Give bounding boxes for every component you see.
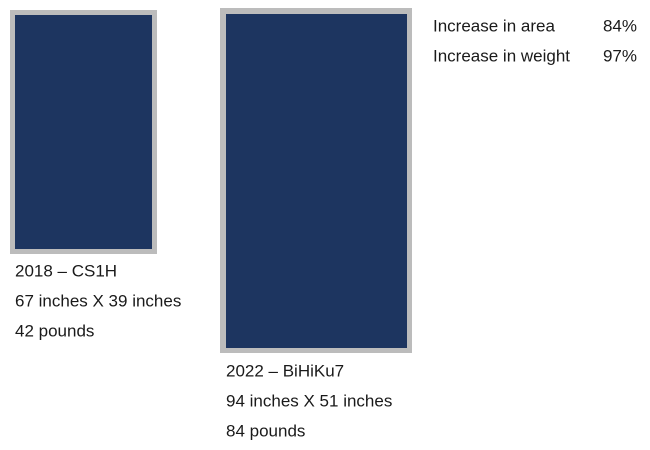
- panel-cells: [15, 15, 152, 249]
- increase-list: Increase in area 84% Increase in weight …: [433, 16, 637, 65]
- increase-label: Increase in weight: [433, 46, 570, 65]
- increase-value: 97%: [603, 46, 637, 65]
- increase-value: 84%: [603, 16, 637, 35]
- panel-2018: 2018 – CS1H 67 inches X 39 inches 42 pou…: [10, 10, 181, 340]
- panel-2022: 2022 – BiHiKu7 94 inches X 51 inches 84 …: [220, 8, 412, 440]
- panel-weight: 84 pounds: [226, 421, 305, 440]
- panel-model: 2018 – CS1H: [15, 261, 117, 280]
- panel-model: 2022 – BiHiKu7: [226, 361, 344, 380]
- increase-label: Increase in area: [433, 16, 555, 35]
- panel-weight: 42 pounds: [15, 321, 94, 340]
- panel-cells: [226, 14, 407, 348]
- panel-dimensions: 94 inches X 51 inches: [226, 391, 392, 410]
- panel-dimensions: 67 inches X 39 inches: [15, 291, 181, 310]
